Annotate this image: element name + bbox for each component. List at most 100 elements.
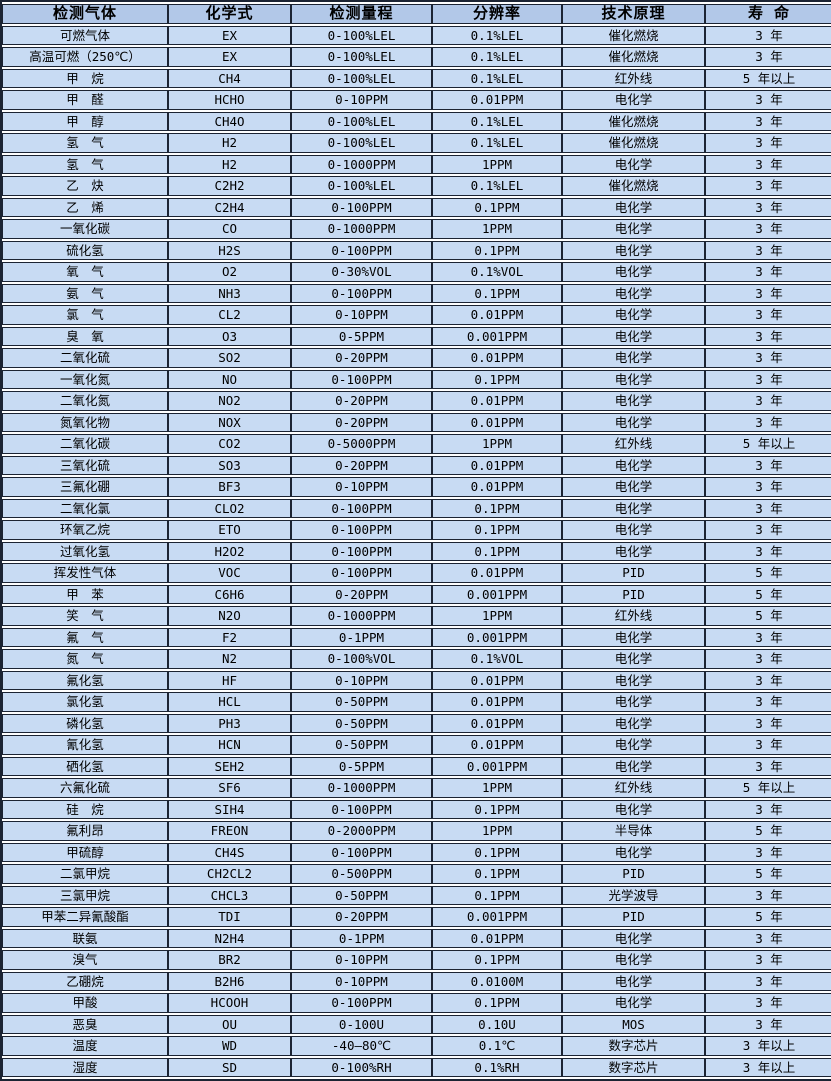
table-row: 溴气 BR2 0-10PPM 0.1PPM 电化学 3 年 — [2, 950, 831, 970]
range-cell: 0-10PPM — [291, 670, 432, 690]
principle-cell: PID — [562, 563, 705, 583]
principle-cell: 催化燃烧 — [562, 25, 705, 45]
gas-name-cell: 二氧化碳 — [2, 434, 168, 454]
gas-name-cell: 氮氧化物 — [2, 412, 168, 432]
range-cell: 0-100PPM — [291, 520, 432, 540]
gas-name-cell: 硒化氢 — [2, 756, 168, 776]
formula-cell: CO — [168, 219, 291, 239]
resolution-cell: 0.1PPM — [432, 369, 562, 389]
lifespan-cell: 3 年以上 — [705, 1057, 831, 1077]
principle-cell: 电化学 — [562, 305, 705, 325]
lifespan-cell: 3 年 — [705, 477, 831, 497]
resolution-cell: 0.1PPM — [432, 197, 562, 217]
range-cell: 0-100PPM — [291, 240, 432, 260]
principle-cell: 电化学 — [562, 477, 705, 497]
principle-cell: 电化学 — [562, 154, 705, 174]
gas-name-cell: 恶臭 — [2, 1014, 168, 1034]
formula-cell: EX — [168, 25, 291, 45]
principle-cell: MOS — [562, 1014, 705, 1034]
formula-cell: C2H4 — [168, 197, 291, 217]
lifespan-cell: 3 年 — [705, 25, 831, 45]
resolution-cell: 0.1%LEL — [432, 176, 562, 196]
formula-cell: C6H6 — [168, 584, 291, 604]
principle-cell: 半导体 — [562, 821, 705, 841]
table-row: 氢 气 H2 0-100%LEL 0.1%LEL 催化燃烧 3 年 — [2, 133, 831, 153]
resolution-cell: 0.1PPM — [432, 950, 562, 970]
gas-name-cell: 氢 气 — [2, 133, 168, 153]
resolution-cell: 0.1PPM — [432, 799, 562, 819]
range-cell: 0-5000PPM — [291, 434, 432, 454]
table-row: 硒化氢 SEH2 0-5PPM 0.001PPM 电化学 3 年 — [2, 756, 831, 776]
lifespan-cell: 3 年 — [705, 412, 831, 432]
formula-cell: PH3 — [168, 713, 291, 733]
principle-cell: PID — [562, 584, 705, 604]
gas-name-cell: 一氧化碳 — [2, 219, 168, 239]
principle-cell: 电化学 — [562, 369, 705, 389]
table-row: 三氧化硫 SO3 0-20PPM 0.01PPM 电化学 3 年 — [2, 455, 831, 475]
table-row: 氮 气 N2 0-100%VOL 0.1%VOL 电化学 3 年 — [2, 649, 831, 669]
range-cell: 0-20PPM — [291, 584, 432, 604]
formula-cell: B2H6 — [168, 971, 291, 991]
resolution-cell: 0.01PPM — [432, 90, 562, 110]
formula-cell: H2O2 — [168, 541, 291, 561]
principle-cell: PID — [562, 907, 705, 927]
principle-cell: 电化学 — [562, 197, 705, 217]
gas-name-cell: 二氧化硫 — [2, 348, 168, 368]
resolution-cell: 0.1PPM — [432, 498, 562, 518]
resolution-cell: 0.1%LEL — [432, 47, 562, 67]
gas-name-cell: 甲 苯 — [2, 584, 168, 604]
table-row: 一氧化氮 NO 0-100PPM 0.1PPM 电化学 3 年 — [2, 369, 831, 389]
gas-name-cell: 甲硫醇 — [2, 842, 168, 862]
table-row: 甲 醇 CH4O 0-100%LEL 0.1%LEL 催化燃烧 3 年 — [2, 111, 831, 131]
principle-cell: 电化学 — [562, 498, 705, 518]
range-cell: 0-10PPM — [291, 971, 432, 991]
formula-cell: H2S — [168, 240, 291, 260]
lifespan-cell: 3 年 — [705, 90, 831, 110]
formula-cell: SO2 — [168, 348, 291, 368]
lifespan-cell: 3 年 — [705, 154, 831, 174]
gas-name-cell: 氯 气 — [2, 305, 168, 325]
formula-cell: CH4O — [168, 111, 291, 131]
principle-cell: 电化学 — [562, 240, 705, 260]
resolution-cell: 0.001PPM — [432, 326, 562, 346]
principle-cell: 催化燃烧 — [562, 133, 705, 153]
resolution-cell: 0.01PPM — [432, 735, 562, 755]
resolution-cell: 0.1PPM — [432, 520, 562, 540]
gas-name-cell: 三氟化硼 — [2, 477, 168, 497]
gas-name-cell: 氟利昂 — [2, 821, 168, 841]
gas-name-cell: 二氧化氮 — [2, 391, 168, 411]
formula-cell: F2 — [168, 627, 291, 647]
range-cell: 0-100PPM — [291, 541, 432, 561]
gas-name-cell: 氧 气 — [2, 262, 168, 282]
principle-cell: 电化学 — [562, 455, 705, 475]
formula-cell: ETO — [168, 520, 291, 540]
resolution-cell: 0.1PPM — [432, 864, 562, 884]
gas-name-cell: 二氧化氯 — [2, 498, 168, 518]
table-row: 乙 烯 C2H4 0-100PPM 0.1PPM 电化学 3 年 — [2, 197, 831, 217]
range-cell: 0-50PPM — [291, 713, 432, 733]
principle-cell: 红外线 — [562, 606, 705, 626]
table-row: 氯 气 CL2 0-10PPM 0.01PPM 电化学 3 年 — [2, 305, 831, 325]
principle-cell: 电化学 — [562, 649, 705, 669]
lifespan-cell: 3 年 — [705, 47, 831, 67]
table-row: 甲 苯 C6H6 0-20PPM 0.001PPM PID 5 年 — [2, 584, 831, 604]
range-cell: 0-100%LEL — [291, 176, 432, 196]
principle-cell: 电化学 — [562, 412, 705, 432]
gas-name-cell: 甲酸 — [2, 993, 168, 1013]
resolution-cell: 0.1℃ — [432, 1036, 562, 1056]
principle-cell: 电化学 — [562, 692, 705, 712]
gas-name-cell: 氯化氢 — [2, 692, 168, 712]
gas-name-cell: 三氧化硫 — [2, 455, 168, 475]
resolution-cell: 0.01PPM — [432, 391, 562, 411]
range-cell: 0-50PPM — [291, 735, 432, 755]
range-cell: 0-100%RH — [291, 1057, 432, 1077]
resolution-cell: 0.1PPM — [432, 240, 562, 260]
range-cell: 0-1000PPM — [291, 778, 432, 798]
range-cell: 0-1000PPM — [291, 219, 432, 239]
principle-cell: 电化学 — [562, 735, 705, 755]
resolution-cell: 0.1%LEL — [432, 25, 562, 45]
table-row: 二氧化碳 CO2 0-5000PPM 1PPM 红外线 5 年以上 — [2, 434, 831, 454]
column-header-range: 检测量程 — [291, 4, 432, 24]
table-row: 臭 氧 O3 0-5PPM 0.001PPM 电化学 3 年 — [2, 326, 831, 346]
